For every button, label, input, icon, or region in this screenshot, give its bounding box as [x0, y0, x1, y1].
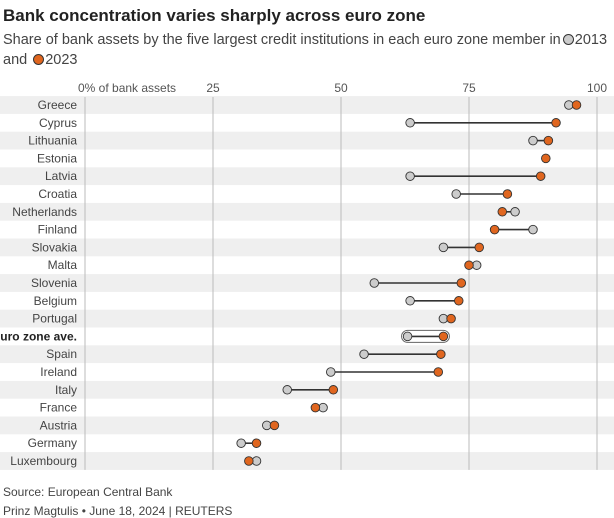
- dot-2013: [528, 224, 538, 235]
- x-tick-label: 50: [334, 81, 348, 95]
- dot-2013: [438, 242, 449, 253]
- category-label: Slovenia: [31, 276, 77, 290]
- category-label: Slovakia: [32, 240, 78, 254]
- category-label: Finland: [38, 223, 77, 237]
- source-note: Source: European Central Bank: [3, 485, 173, 499]
- chart-subtitle: Share of bank assets by the five largest…: [3, 30, 609, 70]
- x-tick-label: 75: [462, 81, 476, 95]
- category-label: Malta: [48, 258, 78, 272]
- dot-2023: [436, 349, 446, 359]
- dot-2023: [502, 189, 513, 199]
- dot-2013: [528, 135, 538, 146]
- category-label: Euro zone ave.: [0, 329, 77, 343]
- row-band: [0, 96, 614, 114]
- dot-2023: [541, 153, 551, 164]
- dot-2013: [369, 278, 380, 288]
- row-band: [0, 309, 614, 328]
- row-band: [0, 345, 614, 364]
- category-label: Austria: [40, 418, 78, 432]
- dot-2023: [464, 260, 474, 270]
- dot-2013: [405, 118, 415, 128]
- chart-title: Bank concentration varies sharply across…: [3, 6, 426, 25]
- dot-2013: [282, 385, 292, 395]
- category-label: Spain: [46, 347, 77, 361]
- dot-2013: [236, 438, 246, 448]
- dot-2023: [543, 135, 554, 146]
- category-label: Ireland: [40, 365, 77, 379]
- dot-2023: [310, 402, 321, 413]
- dot-2023: [438, 331, 449, 342]
- subtitle-text: Share of bank assets by the five largest…: [3, 32, 561, 48]
- dot-2013: [405, 296, 415, 306]
- dot-2023: [489, 224, 500, 235]
- category-label: Lithuania: [28, 134, 77, 148]
- category-label: Cyprus: [39, 116, 77, 130]
- dot-2023: [551, 118, 561, 128]
- x-tick-label: 100: [587, 81, 607, 95]
- dot-2023: [433, 367, 444, 377]
- dot-2023: [244, 456, 254, 466]
- category-label: Latvia: [45, 169, 77, 183]
- dot-2013: [359, 349, 369, 359]
- row-band: [0, 202, 614, 221]
- subtitle-and: and: [3, 52, 28, 68]
- legend-2023-label: 2023: [45, 52, 78, 68]
- dot-2013: [451, 189, 461, 199]
- dot-2023: [251, 438, 262, 448]
- dot-2023: [571, 100, 582, 110]
- dot-2023: [269, 420, 280, 431]
- row-band: [0, 238, 614, 257]
- category-label: France: [40, 401, 78, 415]
- x-tick-label: 25: [206, 81, 220, 95]
- legend-2023-marker: [33, 54, 45, 65]
- category-label: Luxembourg: [10, 454, 77, 468]
- dot-2013: [326, 367, 336, 377]
- dot-2023: [497, 207, 508, 217]
- category-label: Italy: [55, 383, 77, 397]
- row-band: [0, 167, 614, 186]
- dot-2023: [535, 171, 546, 181]
- row-band: [0, 274, 614, 292]
- dot-2023: [446, 313, 456, 324]
- category-label: Netherlands: [12, 205, 77, 219]
- category-label: Estonia: [37, 151, 77, 165]
- dot-2023: [456, 278, 467, 288]
- x-tick-label: 0% of bank assets: [78, 81, 176, 95]
- dot-2023: [454, 296, 464, 306]
- dot-2013: [510, 207, 520, 217]
- category-label: Croatia: [38, 187, 77, 201]
- byline: Prinz Magtulis • June 18, 2024 | REUTERS: [3, 504, 233, 518]
- legend-2013-marker: [562, 34, 574, 45]
- dot-2023: [474, 242, 484, 253]
- average-highlight: [401, 329, 450, 343]
- dot-2023: [328, 385, 339, 395]
- row-band: [0, 416, 614, 435]
- dumbbell-chart: 0% of bank assets 25 50 75 100 Greece Cyprus Li…: [0, 81, 614, 470]
- row-band: [0, 131, 614, 150]
- category-label: Portugal: [32, 312, 77, 326]
- dot-2013: [405, 171, 415, 181]
- category-label: Greece: [38, 98, 78, 112]
- legend-2013-label: 2013: [574, 32, 608, 48]
- dot-2013: [402, 331, 413, 342]
- category-label: Germany: [28, 436, 77, 450]
- category-label: Belgium: [34, 294, 77, 308]
- row-band: [0, 452, 614, 470]
